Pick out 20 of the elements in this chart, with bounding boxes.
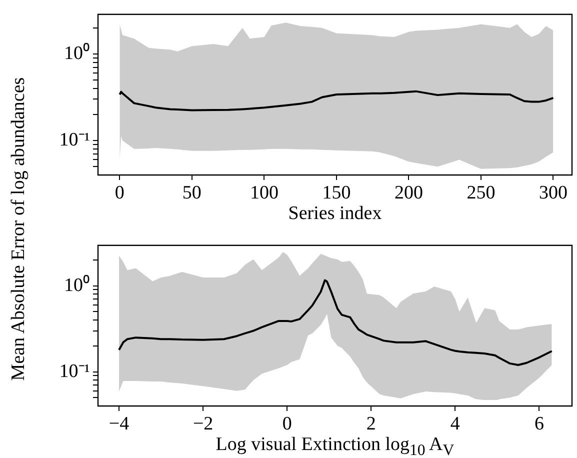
y-tick-label: 10⁰	[64, 274, 90, 296]
y-tick-label: 10⁻¹	[59, 360, 90, 382]
x-tick-label: 100	[250, 182, 278, 204]
y-tick-label: 10⁻¹	[59, 130, 90, 151]
x-tick-label: 4	[450, 413, 460, 434]
x-tick-label: 200	[394, 182, 423, 204]
y-axis-title: Mean Absolute Error of log abundances	[8, 77, 30, 381]
x-tick-label: −4	[108, 413, 130, 434]
x-tick-label: 6	[534, 413, 544, 434]
y-tick-label: 10⁰	[64, 42, 90, 64]
x-axis-title: Series index	[287, 203, 383, 225]
x-tick-label: 2	[366, 413, 376, 434]
x-tick-label: 50	[182, 182, 202, 204]
x-tick-label: 150	[322, 182, 351, 204]
x-tick-label: 250	[466, 182, 496, 204]
x-tick-label: −2	[192, 413, 214, 434]
x-tick-label: 300	[538, 182, 568, 204]
x-axis-title: Log visual Extinction log$_{10}$ A$_{V}$	[214, 434, 456, 458]
x-tick-label: 0	[114, 182, 124, 204]
x-tick-label: 0	[282, 413, 292, 434]
